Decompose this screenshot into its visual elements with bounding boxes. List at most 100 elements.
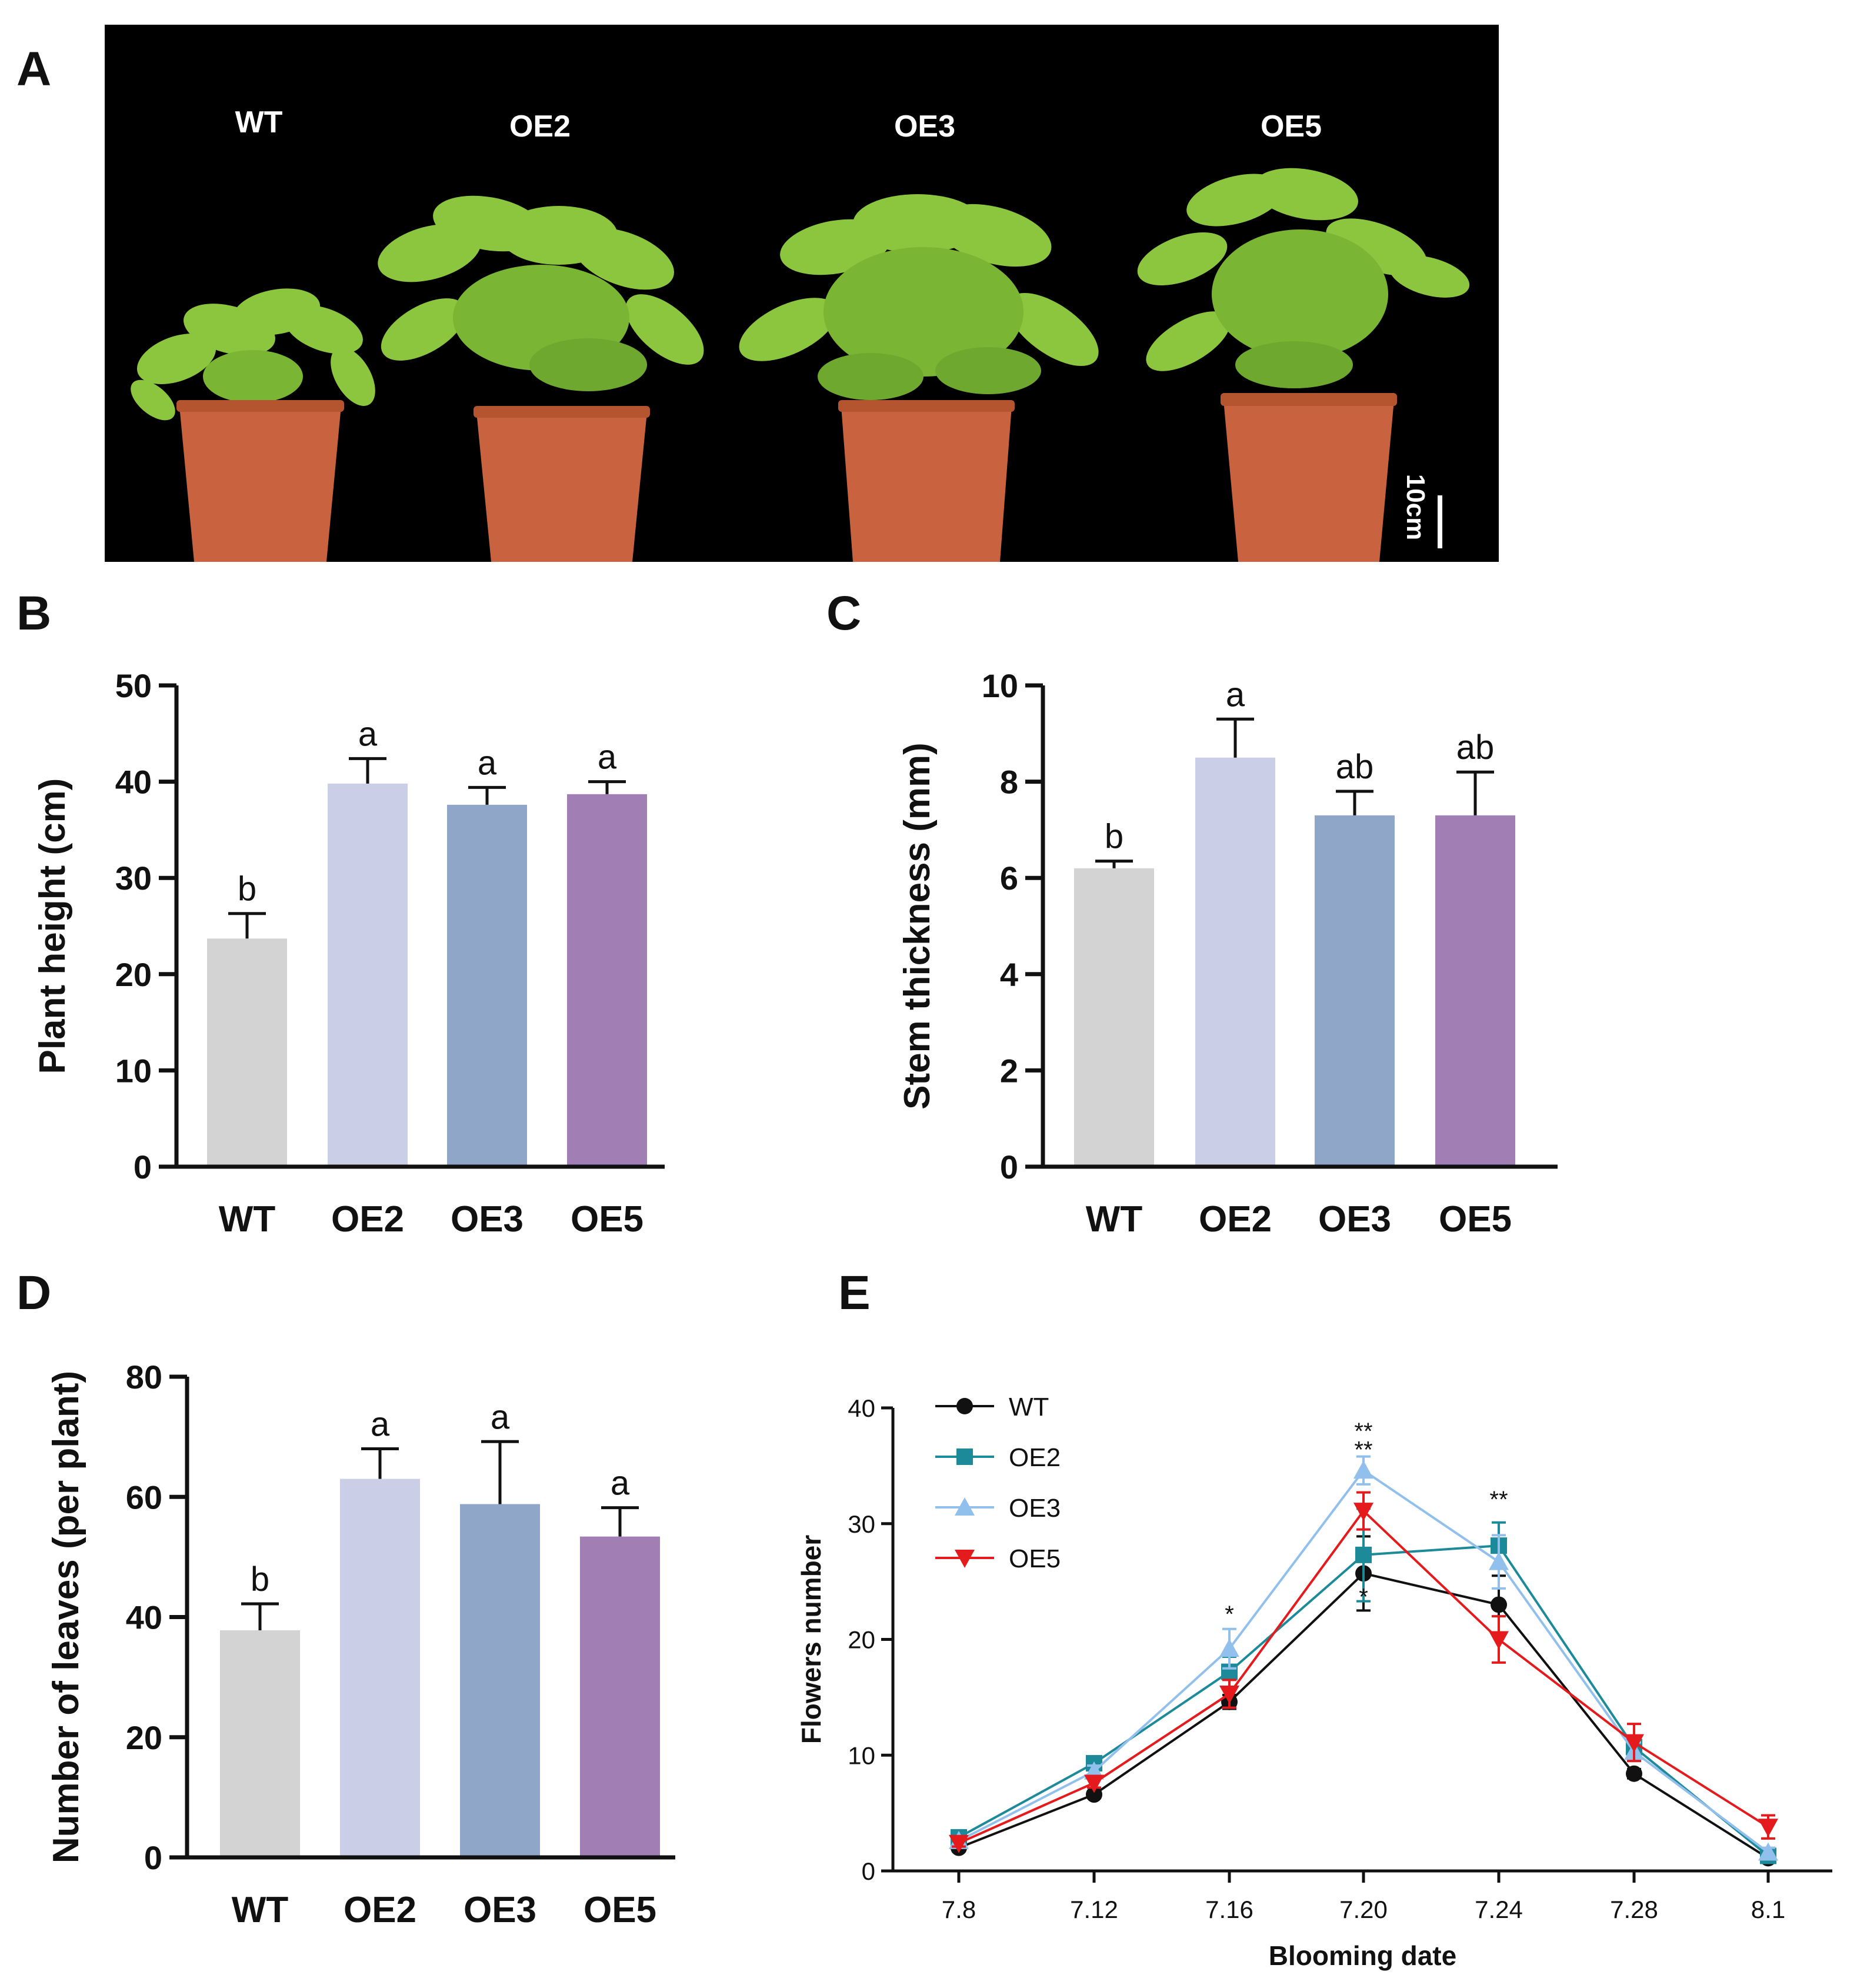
- plant-oe2-foliage: [378, 195, 704, 391]
- y-tick-label: 10: [115, 1052, 152, 1089]
- bar: [1435, 815, 1515, 1165]
- x-tick-label: OE2: [331, 1199, 404, 1240]
- panel-letter-c: C: [826, 587, 861, 640]
- y-tick-label: 30: [848, 1510, 875, 1538]
- bar: [447, 804, 527, 1165]
- chart-leaf-number: 0 20 40 60 80 Number of leaves (per plant) b WT…: [46, 1358, 675, 1930]
- plant-oe3-pot: [841, 406, 1012, 562]
- legend-marker: [956, 1448, 973, 1465]
- data-point: [1758, 1819, 1778, 1837]
- bar: [328, 783, 408, 1165]
- data-point: [1489, 1631, 1509, 1650]
- x-tick-label: OE3: [464, 1890, 536, 1930]
- x-tick-label: OE5: [584, 1890, 656, 1930]
- bar: [580, 1536, 660, 1856]
- legend-label: OE3: [1009, 1494, 1061, 1523]
- plant-oe5-pot: [1223, 400, 1394, 562]
- legend-marker: [955, 1550, 975, 1568]
- significance-marker: *: [1359, 1584, 1368, 1610]
- y-tick-label: 0: [862, 1857, 875, 1885]
- x-tick-label: OE2: [1199, 1199, 1272, 1240]
- significance-marker: *: [1225, 1601, 1234, 1627]
- x-tick-label: 8.1: [1751, 1896, 1785, 1923]
- y-axis-label: Stem thickness (mm): [897, 742, 938, 1110]
- y-axis-label: Number of leaves (per plant): [46, 1371, 86, 1863]
- bar: [1315, 815, 1395, 1165]
- x-tick-label: OE2: [344, 1890, 416, 1930]
- chart-plant-height: 0 10 20 30 40 50 Plant height (cm) b WT a OE2 a OE3 a…: [32, 667, 665, 1240]
- panel-letter-b: B: [16, 587, 51, 640]
- legend-label: OE5: [1009, 1544, 1061, 1573]
- data-point: [1355, 1546, 1372, 1563]
- significance-label: a: [611, 1464, 630, 1503]
- series-oe5: [949, 1491, 1778, 1853]
- bar: [340, 1478, 420, 1856]
- bar: [220, 1630, 300, 1856]
- legend-marker: [956, 1398, 973, 1414]
- significance-label: a: [598, 738, 617, 777]
- plant-oe2-pot: [476, 412, 647, 562]
- y-tick-label: 0: [134, 1148, 152, 1186]
- data-point: [1086, 1786, 1102, 1803]
- bar: [1074, 868, 1154, 1165]
- plant-wt-foliage: [131, 288, 375, 421]
- plant-oe2: [378, 195, 704, 562]
- bar: [1195, 757, 1275, 1165]
- panel-letter-d: D: [16, 1266, 51, 1320]
- data-point: [1084, 1774, 1104, 1793]
- legend-marker: [955, 1497, 975, 1516]
- bar: [567, 794, 647, 1165]
- significance-marker: **: [1354, 1418, 1372, 1444]
- chart-stem-thickness: 0 2 4 6 8 10 Stem thickness (mm) b WT a OE2 ab OE3 ab…: [897, 667, 1558, 1240]
- plant-wt: [131, 288, 375, 562]
- chart-flowers-number: 0 10 20 30 40 7.8 7.12 7.16 7.20 7.24 7.28 8.1 Flowe…: [796, 1393, 1832, 1971]
- x-tick-label: 7.20: [1339, 1896, 1388, 1923]
- x-tick-label: 7.24: [1475, 1896, 1523, 1923]
- x-tick-label: OE3: [451, 1199, 524, 1240]
- significance-marker: **: [1489, 1487, 1508, 1513]
- significance-marker: **: [1354, 1437, 1372, 1463]
- x-tick-label: 7.16: [1205, 1896, 1253, 1923]
- significance-label: a: [1226, 675, 1245, 714]
- legend-label: WT: [1009, 1393, 1049, 1421]
- scale-bar-label: 10cm: [1401, 474, 1430, 541]
- photo-label-oe5: OE5: [1261, 109, 1322, 144]
- y-tick-label: 40: [126, 1599, 162, 1636]
- plant-wt-pot: [179, 406, 341, 562]
- panel-letter-e: E: [838, 1266, 871, 1320]
- y-axis-label: Plant height (cm): [32, 778, 73, 1074]
- plant-oe5: [1137, 168, 1470, 562]
- plant-oe3: [739, 194, 1099, 562]
- x-tick-label: 7.12: [1070, 1896, 1118, 1923]
- series-line: [958, 1572, 1769, 1860]
- x-tick-label: 7.28: [1610, 1896, 1658, 1923]
- plant-oe3-foliage: [739, 194, 1099, 400]
- data-point: [1758, 1842, 1778, 1861]
- data-point: [949, 1834, 969, 1853]
- y-tick-label: 60: [126, 1478, 162, 1516]
- data-point: [1353, 1503, 1373, 1521]
- significance-label: ab: [1336, 748, 1374, 786]
- y-tick-label: 20: [848, 1626, 875, 1654]
- significance-label: a: [491, 1398, 510, 1436]
- significance-label: a: [371, 1406, 390, 1444]
- data-point: [1353, 1460, 1373, 1479]
- data-point: [1219, 1639, 1239, 1657]
- y-axis-label: Flowers number: [796, 1535, 826, 1744]
- y-tick-label: 10: [982, 667, 1018, 704]
- scale-bar: [1438, 495, 1442, 548]
- significance-label: ab: [1456, 728, 1495, 767]
- photo-label-oe3: OE3: [894, 109, 955, 144]
- data-point: [1491, 1596, 1507, 1613]
- legend: WT OE2 OE3 OE5: [935, 1393, 1061, 1573]
- plant-oe5-foliage: [1137, 168, 1470, 388]
- x-tick-label: WT: [1086, 1199, 1143, 1240]
- x-axis-label: Blooming date: [1269, 1940, 1456, 1971]
- y-tick-label: 80: [126, 1358, 162, 1396]
- y-tick-label: 10: [848, 1741, 875, 1769]
- data-point: [1489, 1551, 1509, 1570]
- y-tick-label: 40: [848, 1394, 875, 1422]
- data-point: [1219, 1685, 1239, 1704]
- x-tick-label: WT: [219, 1199, 276, 1240]
